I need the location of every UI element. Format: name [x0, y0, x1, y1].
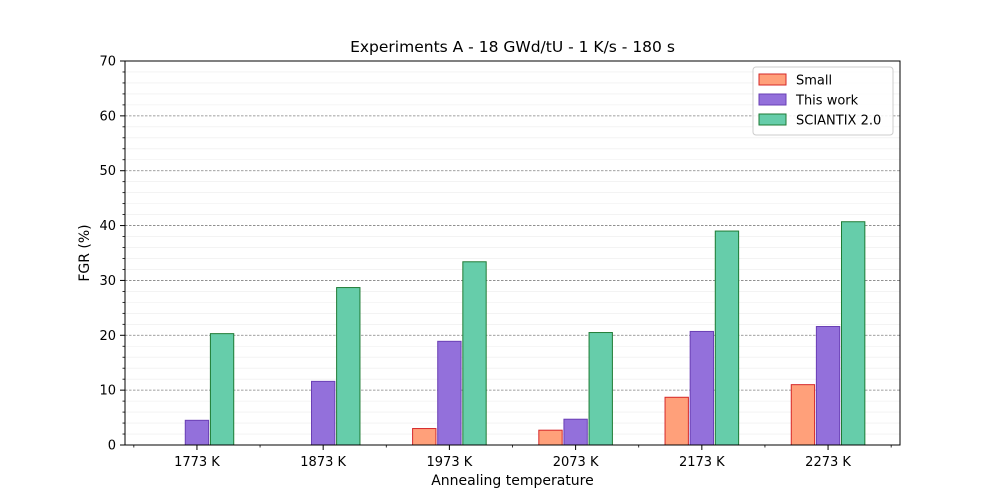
legend: Small This work SCIANTIX 2.0	[752, 66, 894, 136]
legend-swatch	[758, 93, 787, 106]
y-tick-label: 10	[99, 384, 116, 399]
bar-small-4	[664, 396, 689, 446]
y-tick-label: 30	[99, 274, 116, 289]
x-tick-label: 1873 K	[300, 455, 346, 470]
y-axis-title: FGR (%)	[77, 224, 93, 281]
y-tick-label: 40	[99, 219, 116, 234]
axes-layer: 0 10 20 30 40 50 60 70 1773 K 1873 K 1973 K 2073 K 2…	[99, 55, 892, 470]
bar-small-5	[790, 384, 816, 446]
x-tick-label: 1973 K	[427, 455, 473, 470]
x-tick-label: 2173 K	[679, 455, 725, 470]
bar-this-work-4	[689, 330, 715, 446]
y-tick-label: 0	[108, 439, 116, 454]
y-tick-label: 70	[99, 55, 116, 70]
bar-this-work-2	[437, 340, 462, 446]
bar-sciantix-2-0-4	[714, 230, 740, 446]
chart-title: Experiments A - 18 GWd/tU - 1 K/s - 180 …	[350, 38, 675, 56]
bar-sciantix-2-0-2	[462, 261, 487, 446]
legend-label: SCIANTIX 2.0	[796, 114, 881, 129]
x-tick-label: 1773 K	[174, 455, 220, 470]
bar-sciantix-2-0-3	[588, 332, 613, 446]
y-tick-label: 20	[99, 329, 116, 344]
legend-swatch	[758, 73, 787, 86]
bar-small-2	[412, 428, 437, 446]
legend-label: This work	[795, 94, 859, 109]
y-tick-label: 60	[99, 109, 116, 124]
bar-sciantix-2-0-5	[840, 221, 866, 446]
x-axis-title: Annealing temperature	[431, 473, 594, 489]
legend-box	[752, 66, 894, 136]
bar-this-work-0	[184, 419, 210, 446]
bar-sciantix-2-0-0	[209, 333, 235, 446]
legend-label: Small	[796, 74, 832, 89]
legend-swatch	[758, 113, 787, 126]
x-tick-label: 2073 K	[553, 455, 599, 470]
bar-small-3	[538, 429, 563, 446]
bars-layer	[184, 221, 866, 446]
y-tick-label: 50	[99, 164, 116, 179]
bar-this-work-5	[815, 326, 841, 446]
x-tick-label: 2273 K	[805, 455, 851, 470]
bar-this-work-1	[310, 380, 336, 446]
bar-this-work-3	[563, 418, 588, 446]
bar-sciantix-2-0-1	[336, 287, 361, 446]
